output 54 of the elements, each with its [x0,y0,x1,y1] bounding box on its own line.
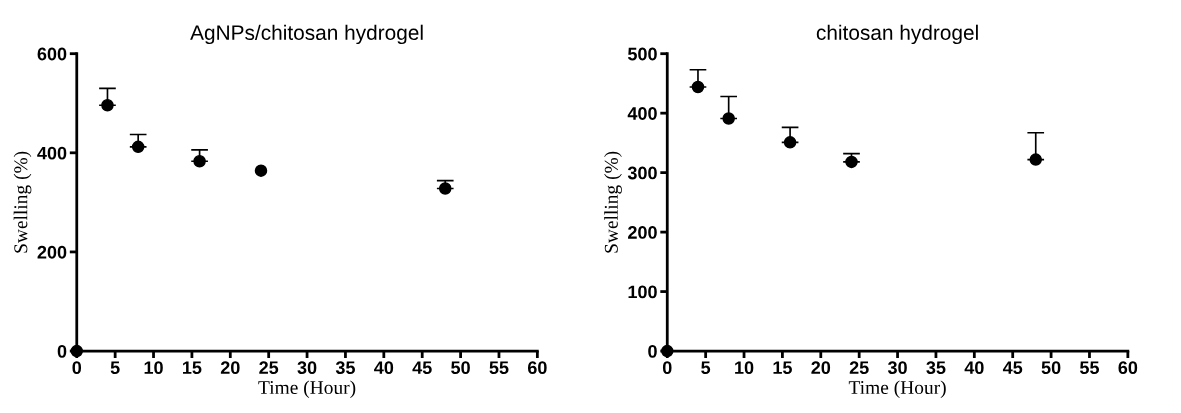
y-tick-label: 200 [628,226,657,239]
chart-title: chitosan hydrogel [816,24,978,45]
x-tick-label: 50 [1041,361,1061,375]
x-tick-label: 35 [335,361,355,375]
y-tick-label: 200 [37,245,67,259]
y-tick-label: 400 [627,107,657,120]
point [254,164,268,177]
x-tick-label: 45 [1002,361,1023,375]
point [193,154,206,168]
point [70,344,84,358]
point [722,112,735,125]
x-tick-label: 20 [220,361,240,375]
x-tick-label: 0 [662,361,672,375]
point [845,155,858,169]
x-tick-label: 20 [811,361,831,375]
x-tick-label: 10 [735,361,754,375]
point [1029,153,1042,166]
y-tick-label: 100 [628,285,657,299]
point [691,80,705,94]
x-tick-label: 40 [964,361,984,375]
x-tick-label: 40 [374,361,394,375]
point [101,98,114,112]
x-axis-title: Time (Hour) [258,380,356,399]
x-tick-label: 5 [110,361,120,375]
x-axis-title: Time (Hour) [848,380,946,399]
y-tick-label: 0 [57,344,67,358]
x-tick-label: 60 [1118,361,1138,375]
y-axis-title: Swelling (%) [13,151,32,253]
y-tick-label: 600 [37,47,67,61]
x-tick-label: 5 [701,361,711,375]
point [131,140,145,154]
x-tick-label: 45 [412,361,432,375]
y-tick-label: 300 [627,166,657,180]
x-tick-label: 30 [887,361,907,375]
x-tick-label: 0 [72,361,82,375]
x-tick-label: 10 [144,361,163,375]
x-tick-label: 35 [926,361,946,375]
point [783,136,797,149]
x-tick-label: 55 [1079,361,1100,375]
y-tick-label: 500 [627,47,657,61]
point [661,344,674,358]
x-tick-label: 55 [489,361,509,375]
x-tick-label: 50 [451,361,470,375]
x-tick-label: 25 [259,361,279,375]
chart-title: AgNPs/chitosan hydrogel [190,24,423,45]
y-tick-label: 0 [648,344,657,358]
x-tick-label: 25 [849,361,869,375]
x-tick-label: 30 [297,361,317,375]
y-axis-title: Swelling (%) [604,151,622,253]
x-tick-label: 15 [773,361,792,375]
y-tick-label: 400 [37,146,67,160]
point [438,182,452,195]
x-tick-label: 60 [527,361,547,375]
x-tick-label: 15 [183,361,202,375]
